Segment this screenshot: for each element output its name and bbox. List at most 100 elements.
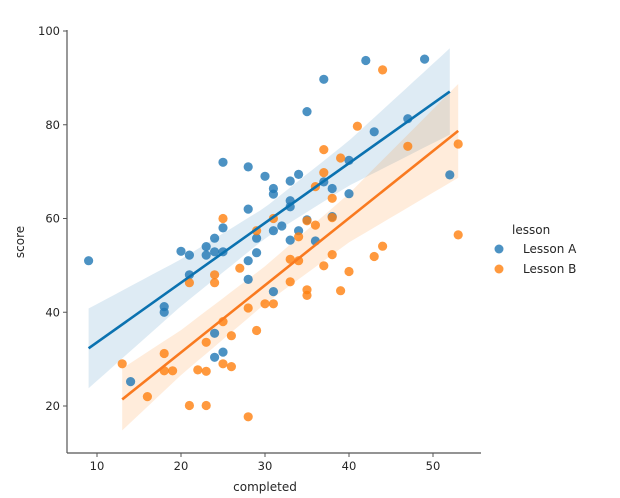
point-lesson-a xyxy=(210,352,220,362)
point-lesson-b xyxy=(319,168,329,178)
point-lesson-b xyxy=(252,325,262,336)
point-lesson-a xyxy=(159,307,169,317)
axes: 10 20 30 40 50 20 40 60 80 100 completed score xyxy=(13,24,481,494)
point-lesson-b xyxy=(184,400,194,411)
point-lesson-a xyxy=(218,347,228,357)
regression-line-lesson-b xyxy=(121,129,460,401)
point-lesson-b xyxy=(352,121,362,131)
x-tick-label: 20 xyxy=(174,459,189,473)
point-lesson-a xyxy=(268,287,278,297)
point-lesson-a xyxy=(369,127,379,137)
point-lesson-a xyxy=(285,176,295,186)
point-lesson-a xyxy=(243,274,253,284)
point-lesson-b xyxy=(294,232,304,242)
point-lesson-b xyxy=(327,193,337,203)
x-tick-label: 40 xyxy=(342,459,357,473)
point-lesson-a xyxy=(344,189,354,199)
regression-lines xyxy=(87,90,460,401)
y-tick-label: 100 xyxy=(38,24,60,38)
legend-label-lesson-a: Lesson A xyxy=(523,242,577,256)
point-lesson-a xyxy=(319,74,329,84)
point-lesson-b xyxy=(378,65,388,75)
point-lesson-a xyxy=(285,235,295,245)
point-lesson-b xyxy=(117,359,127,369)
point-lesson-b xyxy=(260,299,270,309)
regression-line-lesson-a xyxy=(87,90,451,350)
point-lesson-b xyxy=(319,145,329,155)
x-tick-label: 30 xyxy=(258,459,273,473)
point-lesson-b xyxy=(210,278,220,288)
x-ticks: 10 20 30 40 50 xyxy=(90,453,441,473)
y-tick-label: 20 xyxy=(45,399,60,413)
point-lesson-a xyxy=(243,204,253,214)
point-lesson-b xyxy=(369,251,379,262)
point-lesson-a xyxy=(445,170,455,180)
ci-bands xyxy=(88,48,459,431)
point-lesson-a xyxy=(218,223,228,233)
point-lesson-b xyxy=(184,278,194,288)
point-lesson-b xyxy=(168,366,178,376)
point-lesson-b xyxy=(327,213,337,223)
point-lesson-b xyxy=(243,303,253,313)
y-tick-label: 80 xyxy=(45,118,60,132)
point-lesson-b xyxy=(302,290,312,300)
point-lesson-a xyxy=(268,189,278,199)
legend-marker-lesson-a xyxy=(494,244,504,254)
point-lesson-b xyxy=(336,153,346,163)
x-tick-label: 50 xyxy=(426,459,441,473)
point-lesson-a xyxy=(302,107,312,117)
point-lesson-b xyxy=(453,139,463,149)
point-lesson-a xyxy=(201,250,211,260)
point-lesson-b xyxy=(327,250,337,260)
point-lesson-a xyxy=(277,221,287,231)
point-lesson-a xyxy=(260,171,270,181)
y-axis-label: score xyxy=(13,226,27,258)
legend: lesson Lesson A Lesson B xyxy=(494,223,577,276)
point-lesson-b xyxy=(344,266,354,277)
point-lesson-a xyxy=(210,233,220,243)
point-lesson-b xyxy=(310,220,320,230)
point-lesson-b xyxy=(302,216,312,226)
point-lesson-a xyxy=(201,242,211,252)
point-lesson-a xyxy=(420,54,430,64)
point-lesson-a xyxy=(361,55,371,66)
x-tick-label: 10 xyxy=(90,459,105,473)
point-lesson-b xyxy=(210,270,220,280)
point-lesson-a xyxy=(184,250,194,260)
y-tick-label: 40 xyxy=(45,305,60,319)
point-lesson-a xyxy=(268,226,278,236)
y-ticks: 20 40 60 80 100 xyxy=(38,24,67,413)
point-lesson-a xyxy=(252,248,262,258)
point-lesson-b xyxy=(226,331,236,341)
legend-title: lesson xyxy=(512,223,550,237)
point-lesson-b xyxy=(142,392,152,402)
point-lesson-b xyxy=(378,241,388,251)
point-lesson-a xyxy=(252,233,262,243)
legend-marker-lesson-b xyxy=(494,264,504,274)
point-lesson-b xyxy=(201,366,211,376)
y-tick-label: 60 xyxy=(45,212,60,226)
point-lesson-b xyxy=(336,286,346,296)
point-lesson-a xyxy=(218,157,228,167)
point-lesson-a xyxy=(176,246,186,256)
point-lesson-b xyxy=(453,230,463,240)
point-lesson-b xyxy=(218,213,228,224)
point-lesson-b xyxy=(201,337,211,347)
point-lesson-b xyxy=(403,141,413,151)
point-lesson-b xyxy=(193,365,203,375)
point-lesson-b xyxy=(159,348,169,359)
point-lesson-b xyxy=(319,261,329,271)
point-lesson-b xyxy=(226,362,236,372)
point-lesson-b xyxy=(218,359,228,369)
legend-label-lesson-b: Lesson B xyxy=(523,262,576,276)
point-lesson-b xyxy=(235,263,245,273)
point-lesson-b xyxy=(268,299,278,309)
point-lesson-b xyxy=(285,277,295,287)
point-lesson-b xyxy=(285,254,295,264)
point-lesson-a xyxy=(126,377,136,387)
point-lesson-a xyxy=(210,328,220,338)
point-lesson-a xyxy=(294,169,304,179)
point-lesson-b xyxy=(294,256,304,266)
point-lesson-a xyxy=(84,256,94,266)
